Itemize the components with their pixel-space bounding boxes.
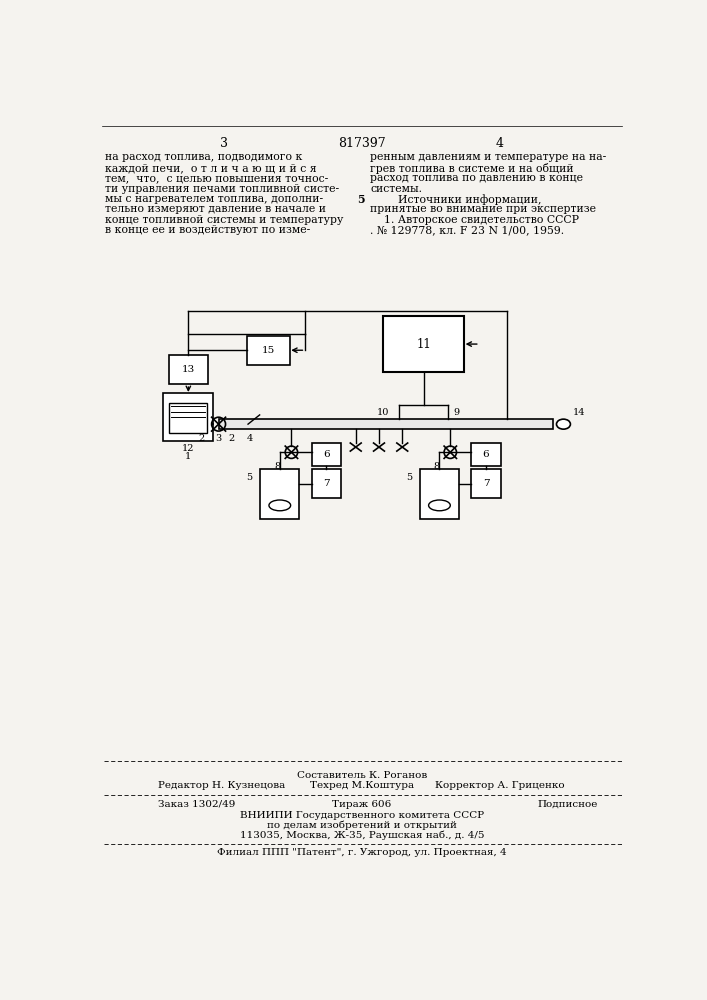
Text: 14: 14 <box>573 408 585 417</box>
Text: конце топливной системы и температуру: конце топливной системы и температуру <box>105 215 344 225</box>
Text: мы с нагревателем топлива, дополни-: мы с нагревателем топлива, дополни- <box>105 194 324 204</box>
Text: 5: 5 <box>407 473 412 482</box>
Bar <box>472 469 501 498</box>
Bar <box>218 419 554 429</box>
Text: расход топлива по давлению в конце: расход топлива по давлению в конце <box>370 173 583 183</box>
Text: 13: 13 <box>182 365 195 374</box>
Text: 4: 4 <box>495 137 503 150</box>
Text: 5: 5 <box>357 194 365 205</box>
Bar <box>312 443 341 466</box>
Text: Филиал ППП "Патент", г. Ужгород, ул. Проектная, 4: Филиал ППП "Патент", г. Ужгород, ул. Про… <box>217 848 507 857</box>
Text: принятые во внимание при экспертизе: принятые во внимание при экспертизе <box>370 204 597 214</box>
Ellipse shape <box>269 500 291 511</box>
Text: 9: 9 <box>453 408 459 417</box>
Bar <box>472 443 501 466</box>
Text: по делам изобретений и открытий: по делам изобретений и открытий <box>267 821 457 830</box>
Bar <box>260 469 299 519</box>
Text: Техред М.Коштура: Техред М.Коштура <box>310 781 414 790</box>
Text: 2: 2 <box>199 434 204 443</box>
Text: 1: 1 <box>185 452 191 461</box>
Text: 3: 3 <box>216 434 222 443</box>
Ellipse shape <box>428 500 450 511</box>
Text: . № 129778, кл. F 23 N 1/00, 1959.: . № 129778, кл. F 23 N 1/00, 1959. <box>370 225 565 235</box>
Text: 10: 10 <box>377 408 390 417</box>
Text: 7: 7 <box>323 479 329 488</box>
Text: в конце ее и воздействуют по изме-: в конце ее и воздействуют по изме- <box>105 225 310 235</box>
Bar <box>247 336 290 365</box>
Text: 15: 15 <box>262 346 275 355</box>
Text: 11: 11 <box>416 338 431 351</box>
Text: тем,  что,  с целью повышения точнос-: тем, что, с целью повышения точнос- <box>105 173 329 183</box>
Text: Заказ 1302/49: Заказ 1302/49 <box>158 800 235 809</box>
Text: Корректор А. Гриценко: Корректор А. Гриценко <box>436 781 565 790</box>
Text: 5: 5 <box>247 473 252 482</box>
Text: каждой печи,  о т л и ч а ю щ и й с я: каждой печи, о т л и ч а ю щ и й с я <box>105 163 317 173</box>
Text: 8: 8 <box>274 462 281 471</box>
Text: 2: 2 <box>228 434 235 443</box>
Text: на расход топлива, подводимого к: на расход топлива, подводимого к <box>105 152 303 162</box>
Bar <box>169 403 207 433</box>
Ellipse shape <box>556 419 571 429</box>
Text: Тираж 606: Тираж 606 <box>332 800 392 809</box>
Text: Подписное: Подписное <box>538 800 598 809</box>
Text: ти управления печами топливной систе-: ти управления печами топливной систе- <box>105 184 339 194</box>
Text: Составитель К. Роганов: Составитель К. Роганов <box>297 771 427 780</box>
Bar <box>420 469 459 519</box>
Text: 817397: 817397 <box>338 137 386 150</box>
Bar <box>163 393 213 441</box>
Text: грев топлива в системе и на общий: грев топлива в системе и на общий <box>370 163 574 174</box>
Text: 7: 7 <box>483 479 489 488</box>
Text: тельно измеряют давление в начале и: тельно измеряют давление в начале и <box>105 204 327 214</box>
Text: 113035, Москва, Ж-35, Раушская наб., д. 4/5: 113035, Москва, Ж-35, Раушская наб., д. … <box>240 831 484 840</box>
Text: ренным давлениям и температуре на на-: ренным давлениям и температуре на на- <box>370 152 607 162</box>
Text: 4: 4 <box>247 434 252 443</box>
Bar <box>383 316 464 372</box>
Text: 8: 8 <box>433 462 440 471</box>
Text: Источники информации,: Источники информации, <box>370 194 542 205</box>
Text: системы.: системы. <box>370 184 423 194</box>
Text: 3: 3 <box>220 137 228 150</box>
Bar <box>312 469 341 498</box>
Text: 1. Авторское свидетельство СССР: 1. Авторское свидетельство СССР <box>370 215 580 225</box>
Text: ВНИИПИ Государственного комитета СССР: ВНИИПИ Государственного комитета СССР <box>240 811 484 820</box>
Text: 6: 6 <box>323 450 329 459</box>
Text: Редактор Н. Кузнецова: Редактор Н. Кузнецова <box>158 781 286 790</box>
Text: 12: 12 <box>182 444 194 453</box>
Text: 6: 6 <box>483 450 489 459</box>
Bar <box>169 355 208 384</box>
